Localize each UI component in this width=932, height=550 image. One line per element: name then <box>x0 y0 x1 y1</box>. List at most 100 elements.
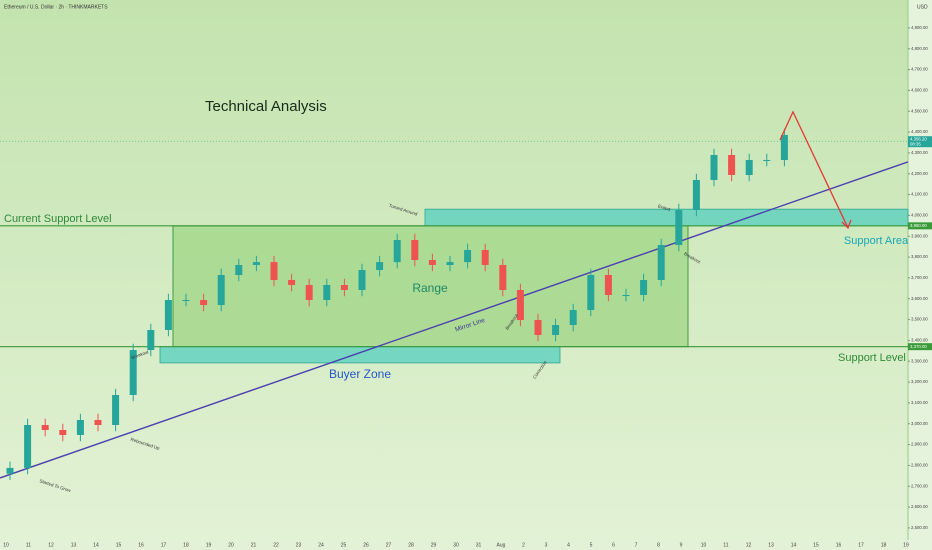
y-tick-label: 2,500.00 <box>911 525 928 530</box>
zone-label: Support Area <box>844 235 909 247</box>
x-tick-label: 4 <box>567 542 570 548</box>
x-tick-label: 11 <box>26 542 31 548</box>
x-tick-label: 29 <box>431 542 437 548</box>
candle-body <box>217 275 225 305</box>
x-tick-label: 27 <box>386 542 392 548</box>
candle-body <box>780 135 788 160</box>
y-tick-label: 3,600.00 <box>911 296 928 301</box>
candle-body <box>728 155 736 175</box>
x-tick-label: 5 <box>590 542 593 548</box>
x-tick-label: Aug <box>497 542 506 548</box>
candle-body <box>270 262 278 280</box>
candle-body <box>376 262 384 270</box>
zone-label: Buyer Zone <box>329 367 391 381</box>
mirror-line <box>0 161 909 479</box>
candle-body <box>481 250 489 265</box>
candle-body <box>763 160 771 161</box>
candle-body <box>587 275 595 310</box>
candle-body <box>516 290 524 320</box>
candle-body <box>745 160 753 175</box>
y-tick-label: 3,500.00 <box>911 317 928 322</box>
y-tick-label: 4,700.00 <box>911 67 928 72</box>
x-tick-label: 6 <box>612 542 615 548</box>
x-tick-label: 18 <box>881 542 887 548</box>
y-tick-label: 4,600.00 <box>911 88 928 93</box>
x-tick-label: 16 <box>836 542 842 548</box>
candle-body <box>147 330 155 350</box>
candle-body <box>24 425 32 468</box>
candle-body <box>358 270 366 290</box>
candle-body <box>182 300 190 301</box>
arrow-head <box>841 219 852 230</box>
y-tick-label: 3,000.00 <box>911 421 928 426</box>
zone <box>424 208 909 227</box>
countdown: 08:35 <box>910 141 921 146</box>
x-tick-label: 15 <box>813 542 819 548</box>
y-tick-label: 4,300.00 <box>911 150 928 155</box>
x-tick-label: 3 <box>545 542 548 548</box>
x-tick-label: 12 <box>746 542 752 548</box>
candle-body <box>640 280 648 295</box>
x-tick-label: 20 <box>228 542 234 548</box>
x-tick-label: 7 <box>635 542 638 548</box>
candle-body <box>675 210 683 245</box>
y-tick-label: 2,600.00 <box>911 504 928 509</box>
x-tick-label: 2 <box>522 542 525 548</box>
price-tag <box>908 222 932 230</box>
y-tick-label: 2,700.00 <box>911 483 928 488</box>
y-tick-label: 4,200.00 <box>911 171 928 176</box>
price-axis <box>908 0 932 550</box>
y-tick-label: 4,800.00 <box>911 46 928 51</box>
y-tick-label: 4,100.00 <box>911 192 928 197</box>
x-tick-label: 10 <box>3 542 9 548</box>
x-tick-label: 8 <box>657 542 660 548</box>
projection <box>779 110 849 229</box>
x-tick-label: 17 <box>858 542 864 548</box>
x-tick-label: 23 <box>296 542 302 548</box>
x-tick-label: 14 <box>93 542 99 548</box>
x-tick-label: 18 <box>183 542 189 548</box>
x-tick-label: 9 <box>680 542 683 548</box>
x-tick-label: 25 <box>341 542 347 548</box>
candle-body <box>340 285 348 290</box>
candle-body <box>6 467 14 474</box>
x-tick-label: 10 <box>701 542 707 548</box>
x-tick-label: 13 <box>768 542 774 548</box>
annotation: Exited <box>657 203 671 212</box>
x-tick-label: 13 <box>71 542 77 548</box>
y-tick-label: 2,900.00 <box>911 442 928 447</box>
candle-body <box>604 275 612 295</box>
price-tag <box>908 343 932 351</box>
y-tick-label: 3,700.00 <box>911 275 928 280</box>
x-tick-label: 11 <box>723 542 728 548</box>
candle-body <box>411 240 419 260</box>
candle-body <box>323 285 331 300</box>
range-label: Range <box>412 281 448 295</box>
candle-body <box>569 310 577 325</box>
candle-body <box>393 240 401 263</box>
symbol: Ethereum / U.S. Dollar · 2h · THINKMARKE… <box>4 4 108 10</box>
y-tick-label: 3,300.00 <box>911 358 928 363</box>
candle-body <box>692 180 700 210</box>
candle-body <box>129 350 137 395</box>
candle-body <box>446 262 454 265</box>
candle-body <box>252 262 260 265</box>
y-tick-label: 3,200.00 <box>911 379 928 384</box>
candle-body <box>94 420 102 425</box>
currency: USD <box>917 4 928 10</box>
x-tick-label: 19 <box>206 542 212 548</box>
x-tick-label: 30 <box>453 542 459 548</box>
x-tick-label: 14 <box>791 542 797 548</box>
annotation: Breakout <box>131 349 150 360</box>
x-tick-label: 19 <box>903 542 909 548</box>
x-tick-label: 26 <box>363 542 369 548</box>
candle-body <box>200 300 208 305</box>
price-tag-label: 3,950.00 <box>910 223 927 228</box>
level-label: Support Level <box>838 352 906 364</box>
candle-body <box>552 325 560 335</box>
price-tag-label: 3,370.00 <box>910 344 927 349</box>
candle-body <box>288 280 296 285</box>
